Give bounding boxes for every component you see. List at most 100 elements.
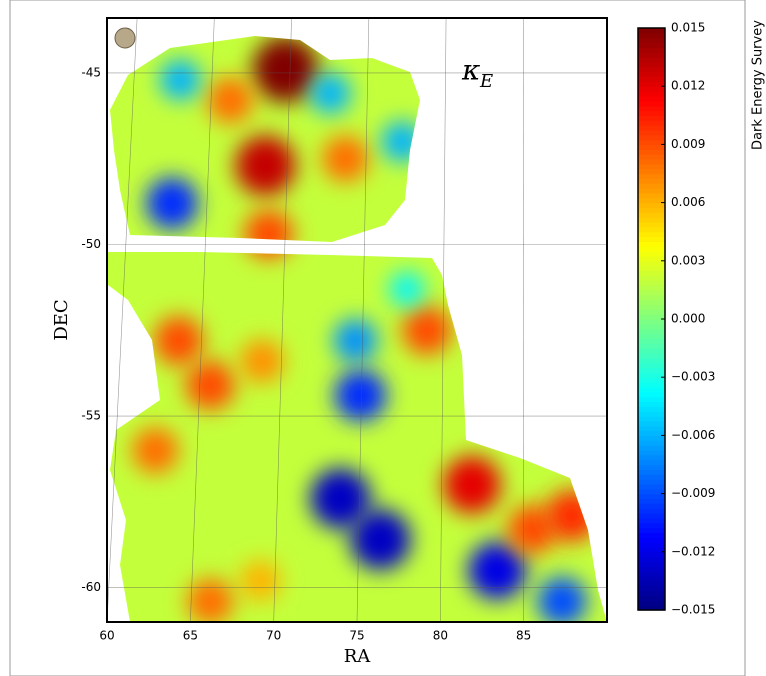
colorbar-tick-label: 0.009 bbox=[671, 137, 705, 151]
colorbar-swatch bbox=[638, 498, 665, 504]
annotation: κ bbox=[461, 54, 480, 87]
colorbar-swatch bbox=[638, 115, 665, 121]
colorbar-swatch bbox=[638, 280, 665, 286]
kappa-blob bbox=[146, 177, 198, 230]
colorbar-swatch bbox=[638, 590, 665, 597]
colorbar-swatch bbox=[638, 595, 665, 601]
colorbar-swatch bbox=[638, 100, 665, 107]
colorbar-tick-label: 0.012 bbox=[671, 79, 705, 93]
kappa-blob bbox=[381, 121, 423, 162]
side-text: Dark Energy Survey bbox=[751, 20, 766, 150]
kappa-blob bbox=[402, 305, 452, 355]
kappa-blob bbox=[239, 560, 281, 602]
figure-border bbox=[9, 0, 746, 676]
colorbar-swatch bbox=[638, 207, 665, 213]
colorbar-swatch bbox=[638, 449, 665, 456]
colorbar-swatch bbox=[638, 411, 665, 417]
colorbar-swatch bbox=[638, 299, 665, 306]
colorbar-swatch bbox=[638, 289, 665, 296]
x-tick-label: 75 bbox=[349, 629, 364, 643]
colorbar-swatch bbox=[638, 357, 665, 364]
colorbar-swatch bbox=[638, 28, 665, 34]
colorbar-swatch bbox=[638, 61, 665, 68]
colorbar-swatch bbox=[638, 556, 665, 563]
colorbar-swatch bbox=[638, 566, 665, 572]
colorbar-swatch bbox=[638, 163, 665, 170]
colorbar-swatch bbox=[638, 188, 665, 194]
kappa-blob bbox=[443, 455, 501, 514]
colorbar-swatch bbox=[638, 91, 665, 97]
colorbar-swatch bbox=[638, 265, 665, 272]
colorbar-swatch bbox=[638, 474, 665, 480]
y-tick-label: -45 bbox=[81, 65, 101, 79]
colorbar-swatch bbox=[638, 294, 665, 301]
colorbar-swatch bbox=[638, 483, 665, 490]
colorbar-swatch bbox=[638, 391, 665, 398]
grid-line bbox=[273, 17, 292, 623]
colorbar-swatch bbox=[638, 479, 665, 485]
colorbar-swatch bbox=[638, 81, 665, 87]
colorbar-swatch bbox=[638, 168, 665, 175]
colorbar-swatch bbox=[638, 129, 665, 136]
colorbar-swatch bbox=[638, 32, 665, 39]
map bbox=[108, 36, 607, 622]
colorbar-swatch bbox=[638, 454, 665, 461]
colorbar-swatch bbox=[638, 231, 665, 238]
y-tick-label: -55 bbox=[81, 409, 101, 423]
colorbar-swatch bbox=[638, 52, 665, 58]
colorbar-swatch bbox=[638, 348, 665, 354]
colorbar-swatch bbox=[638, 517, 665, 524]
moon-icon bbox=[114, 27, 136, 49]
colorbar-swatch bbox=[638, 561, 665, 567]
colorbar-swatch bbox=[638, 57, 665, 63]
colorbar-swatch bbox=[638, 377, 665, 383]
colorbar-swatch bbox=[638, 105, 665, 112]
colorbar-swatch bbox=[638, 333, 665, 339]
kappa-blob bbox=[537, 576, 587, 622]
colorbar-swatch bbox=[638, 246, 665, 252]
colorbar-swatch bbox=[638, 270, 665, 276]
colorbar-swatch bbox=[638, 464, 665, 470]
y-axis-label: DEC bbox=[51, 299, 72, 340]
colorbar-swatch bbox=[638, 546, 665, 553]
colorbar-swatch bbox=[638, 435, 665, 441]
colorbar-swatch bbox=[638, 522, 665, 529]
x-tick-label: 80 bbox=[433, 629, 448, 643]
colorbar-swatch bbox=[638, 183, 665, 189]
kappa-blob bbox=[154, 315, 204, 366]
colorbar-swatch bbox=[638, 532, 665, 538]
colorbar-swatch bbox=[638, 71, 665, 78]
kappa-blob bbox=[546, 489, 598, 542]
colorbar-swatch bbox=[638, 154, 665, 160]
kappa-blob bbox=[389, 271, 425, 307]
x-tick-label: 70 bbox=[266, 629, 281, 643]
x-tick-label: 60 bbox=[99, 629, 114, 643]
colorbar-swatch bbox=[638, 352, 665, 359]
colorbar-swatch bbox=[638, 304, 665, 310]
kappa-blob bbox=[159, 59, 201, 101]
colorbar-swatch bbox=[638, 508, 665, 514]
colorbar-swatch bbox=[638, 226, 665, 233]
colorbar-swatch bbox=[638, 47, 665, 53]
kappa-blob bbox=[309, 73, 351, 114]
colorbar-swatch bbox=[638, 362, 665, 369]
colorbar-swatch bbox=[638, 513, 665, 519]
colorbar-swatch bbox=[638, 580, 665, 587]
colorbar-swatch bbox=[638, 328, 665, 335]
colorbar-swatch bbox=[638, 134, 665, 141]
colorbar-swatch bbox=[638, 192, 665, 199]
colorbar-swatch bbox=[638, 542, 665, 548]
colorbar-tick-label: −0.006 bbox=[671, 428, 715, 442]
colorbar-swatch bbox=[638, 396, 665, 403]
colorbar-swatch bbox=[638, 309, 665, 315]
plot-frame bbox=[106, 17, 608, 623]
colorbar-swatch bbox=[638, 382, 665, 388]
colorbar-swatch bbox=[638, 37, 665, 44]
colorbar-swatch bbox=[638, 469, 665, 475]
colorbar-swatch bbox=[638, 440, 665, 446]
y-tick-label: -60 bbox=[81, 580, 101, 594]
grid-line bbox=[356, 17, 370, 623]
colorbar-swatch bbox=[638, 76, 665, 82]
colorbar-swatch bbox=[638, 551, 665, 558]
colorbar-swatch bbox=[638, 372, 665, 378]
